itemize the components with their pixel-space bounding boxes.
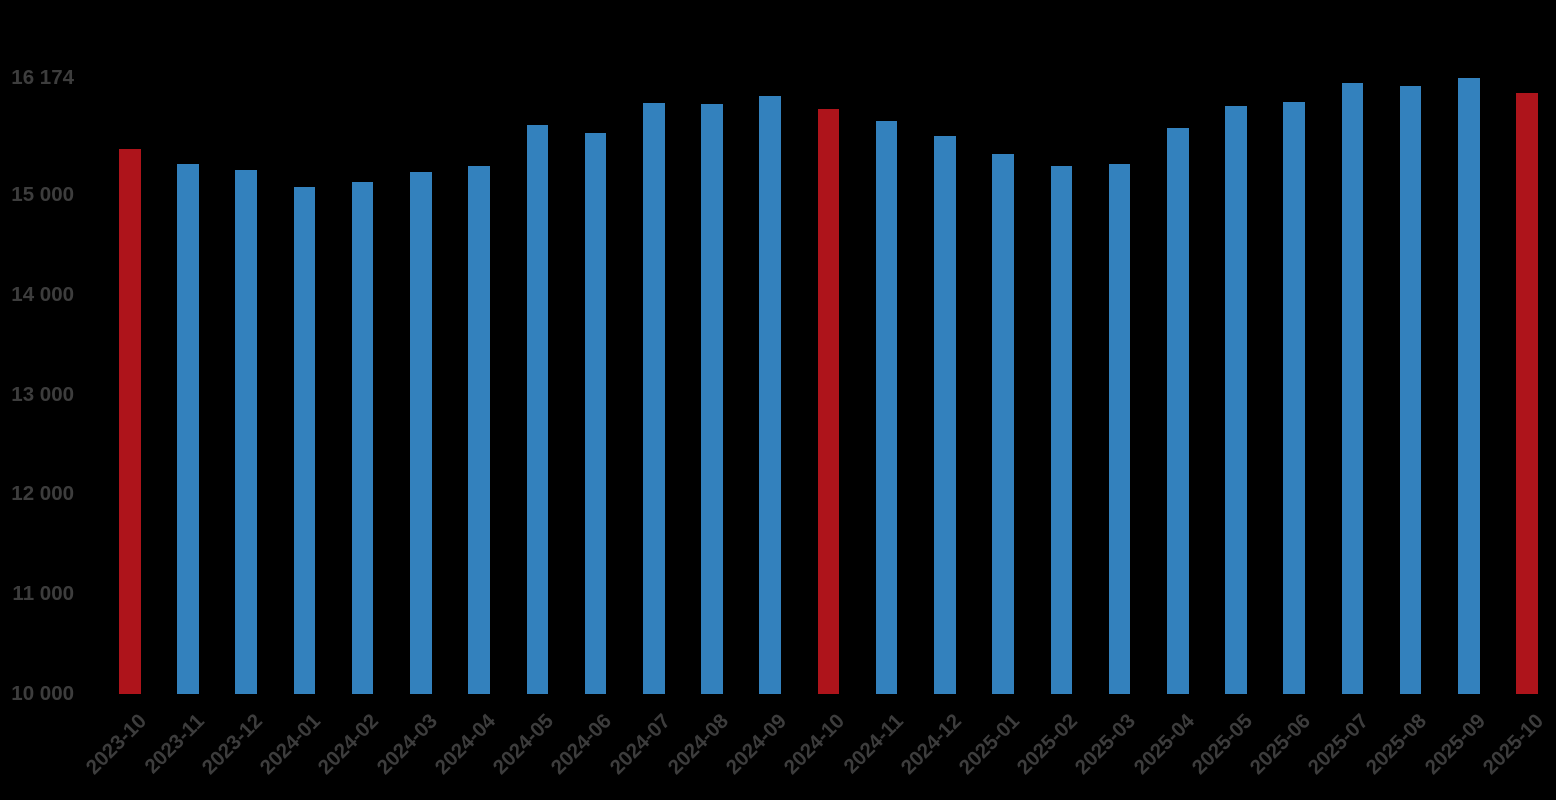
- bar-2025-10: [1516, 93, 1538, 694]
- bar-2024-04: [468, 166, 490, 694]
- y-tick-label: 15 000: [11, 183, 74, 207]
- y-tick-label: 16 174: [11, 66, 74, 89]
- bar-2025-01: [992, 154, 1014, 694]
- y-tick-label: 12 000: [11, 482, 74, 506]
- bar-2024-10: [817, 109, 840, 694]
- bar-2024-12: [934, 136, 956, 694]
- bar-2024-07: [643, 103, 665, 694]
- bar-2025-07: [1341, 83, 1364, 694]
- bar-2024-11: [875, 121, 898, 694]
- x-tick-label-2025-10: 2025-10: [1478, 709, 1548, 779]
- bar-2024-06: [584, 133, 607, 694]
- bar-2025-09: [1458, 78, 1480, 694]
- bar-2025-06: [1283, 102, 1305, 694]
- bar-2024-05: [526, 125, 549, 694]
- bar-2024-03: [410, 172, 432, 694]
- y-tick-label: 13 000: [11, 382, 74, 406]
- bar-2025-05: [1225, 106, 1247, 694]
- bar-2024-02: [351, 182, 374, 694]
- bar-2023-12: [235, 170, 257, 694]
- bar-2023-10: [119, 149, 141, 694]
- y-tick-label: 11 000: [12, 582, 74, 606]
- bar-2024-01: [293, 187, 316, 694]
- bar-2023-11: [177, 164, 199, 694]
- bar-2025-03: [1108, 164, 1131, 694]
- y-tick-label: 14 000: [11, 282, 74, 306]
- y-tick-label: 10 000: [11, 682, 74, 705]
- bar-2024-09: [759, 96, 781, 694]
- bar-2025-02: [1050, 166, 1073, 694]
- bar-2025-04: [1167, 128, 1189, 694]
- bar-2025-08: [1399, 86, 1422, 694]
- bar-2024-08: [701, 104, 723, 694]
